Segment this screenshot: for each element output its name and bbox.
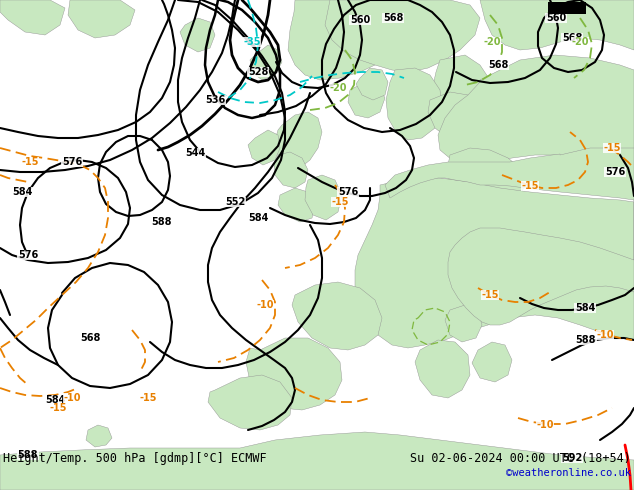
Text: 576: 576: [338, 187, 358, 197]
Polygon shape: [86, 425, 112, 447]
Text: 568: 568: [488, 60, 508, 70]
Text: Height/Temp. 500 hPa [gdmp][°C] ECMWF: Height/Temp. 500 hPa [gdmp][°C] ECMWF: [3, 452, 267, 465]
Polygon shape: [68, 0, 135, 38]
Polygon shape: [278, 188, 315, 222]
Text: -20: -20: [483, 37, 501, 47]
Polygon shape: [386, 68, 442, 140]
Text: 584: 584: [248, 213, 268, 223]
Text: -35: -35: [243, 37, 261, 47]
Text: ©weatheronline.co.uk: ©weatheronline.co.uk: [506, 468, 631, 478]
Polygon shape: [325, 0, 480, 72]
Polygon shape: [246, 338, 342, 410]
Polygon shape: [0, 432, 634, 490]
Text: -20: -20: [329, 83, 347, 93]
Polygon shape: [472, 342, 512, 382]
Text: -20: -20: [571, 37, 589, 47]
Text: 588: 588: [576, 335, 596, 345]
Text: 536: 536: [205, 95, 225, 105]
Polygon shape: [305, 175, 342, 220]
Text: 584: 584: [575, 303, 595, 313]
Text: -10: -10: [536, 420, 553, 430]
Text: -15: -15: [22, 157, 39, 167]
Polygon shape: [415, 340, 470, 398]
Text: 568: 568: [562, 33, 582, 43]
Polygon shape: [288, 0, 405, 80]
Text: -10: -10: [256, 300, 274, 310]
Polygon shape: [208, 375, 292, 430]
Polygon shape: [432, 55, 495, 142]
Text: Su 02-06-2024 00:00 UTC (18+54): Su 02-06-2024 00:00 UTC (18+54): [410, 452, 631, 465]
Text: -15: -15: [139, 393, 157, 403]
Text: 576: 576: [18, 250, 38, 260]
Text: -15: -15: [521, 181, 539, 191]
Bar: [548, 2, 586, 14]
Text: -15: -15: [481, 290, 499, 300]
Polygon shape: [292, 282, 382, 350]
Text: 560: 560: [546, 13, 566, 23]
Text: 552: 552: [225, 197, 245, 207]
Polygon shape: [480, 0, 634, 50]
Polygon shape: [356, 68, 388, 100]
Text: -10: -10: [596, 330, 614, 340]
Polygon shape: [275, 112, 322, 168]
Text: -15: -15: [49, 403, 67, 413]
Text: 544: 544: [185, 148, 205, 158]
Polygon shape: [448, 148, 525, 215]
Polygon shape: [250, 45, 282, 80]
Text: 576: 576: [62, 157, 82, 167]
Text: -10: -10: [63, 393, 81, 403]
Text: 568: 568: [383, 13, 403, 23]
Polygon shape: [348, 82, 385, 118]
Text: 560: 560: [350, 15, 370, 25]
Text: 588: 588: [152, 217, 172, 227]
Text: 592: 592: [562, 453, 582, 463]
Text: 576: 576: [605, 167, 625, 177]
Text: 584: 584: [45, 395, 65, 405]
Text: 568: 568: [80, 333, 100, 343]
Polygon shape: [180, 18, 215, 52]
Text: 528: 528: [248, 67, 268, 77]
Text: 584: 584: [12, 187, 32, 197]
Text: -15: -15: [331, 197, 349, 207]
Text: -15: -15: [603, 143, 621, 153]
Polygon shape: [428, 92, 478, 138]
Polygon shape: [445, 305, 482, 342]
Text: 588: 588: [18, 450, 38, 460]
Polygon shape: [385, 148, 634, 325]
Polygon shape: [274, 152, 308, 188]
Polygon shape: [355, 178, 634, 348]
Polygon shape: [0, 0, 65, 35]
Polygon shape: [248, 130, 280, 165]
Polygon shape: [438, 55, 634, 180]
